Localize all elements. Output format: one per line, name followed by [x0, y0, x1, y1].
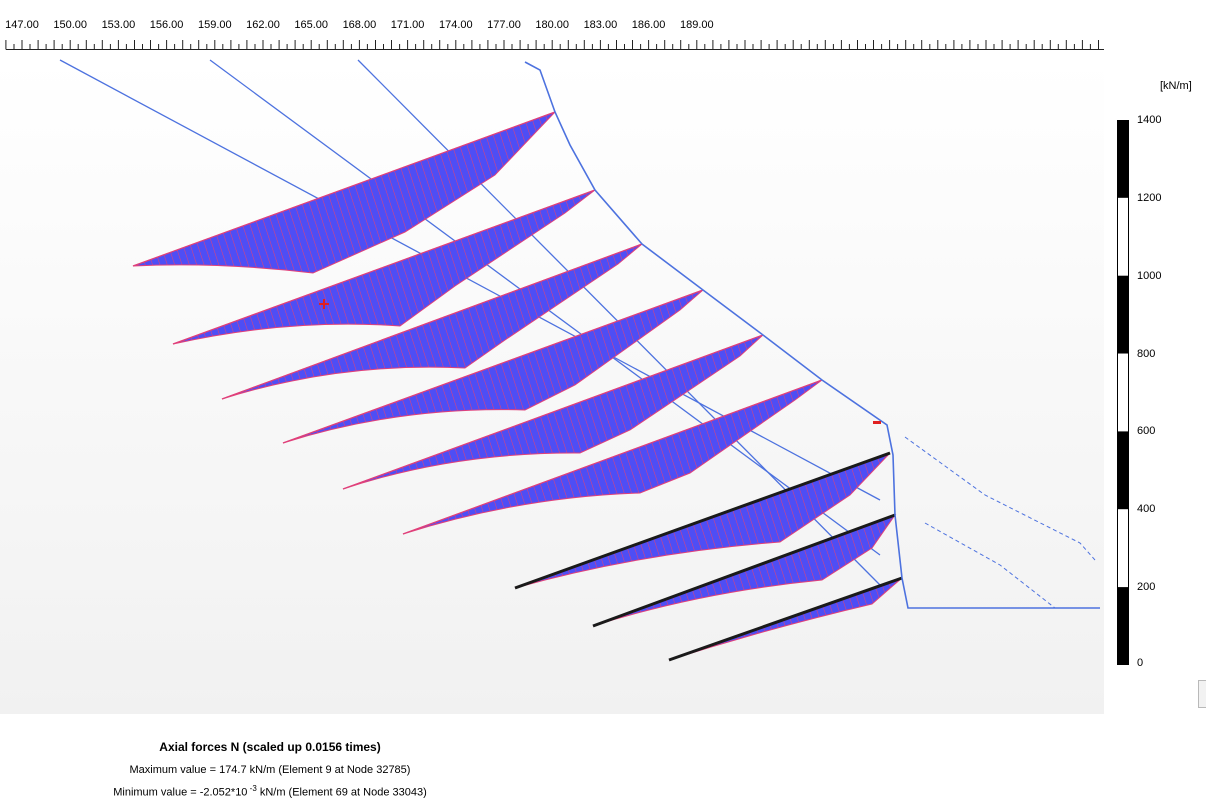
phreatic-line [904, 436, 1096, 561]
legend-label: 800 [1137, 347, 1156, 360]
legend-segment [1117, 431, 1129, 510]
min-prefix: Minimum value = -2.052*10 [113, 786, 248, 799]
ruler-tick-label: 180.00 [535, 19, 570, 31]
ruler-tick-label: 183.00 [583, 19, 618, 31]
ruler-tick-label: 156.00 [149, 19, 184, 31]
legend-color-bar [1117, 120, 1129, 665]
reinforcement-line [592, 513, 896, 628]
ruler-tick-label: 165.00 [294, 19, 329, 31]
legend-segment [1117, 509, 1129, 588]
legend-label: 0 [1137, 657, 1144, 669]
ruler-tick-label: 174.00 [438, 19, 473, 31]
ruler-tick-label: 189.00 [679, 19, 714, 31]
legend-segment [1117, 120, 1129, 198]
legend-label: 200 [1137, 581, 1156, 594]
reference-line [924, 522, 1056, 609]
result-info: Axial forces N (scaled up 0.0156 times) … [0, 714, 1104, 803]
legend-segment [1117, 587, 1129, 665]
reinforcement-line [668, 576, 903, 662]
axial-force-diagram [59, 59, 1100, 662]
ruler-tick-label: 168.00 [342, 19, 377, 31]
reinforcement-line [221, 243, 643, 400]
reinforcement-line [282, 289, 704, 444]
reinforcement-line [514, 451, 891, 590]
ruler-tick-label: 171.00 [390, 19, 425, 31]
panel-scroll-handle[interactable] [1198, 680, 1206, 708]
reinforcement-line [132, 111, 556, 267]
ruler-tick-label: 150.00 [53, 19, 88, 31]
legend-segment [1117, 353, 1129, 432]
model-canvas[interactable] [0, 58, 1104, 714]
min-exponent: -3 [247, 784, 257, 793]
ruler-tick-label: 153.00 [101, 19, 136, 31]
axial-force-area [132, 111, 556, 274]
red-marker [873, 421, 881, 424]
legend-label: 1200 [1137, 191, 1162, 204]
ruler-tick-label: 147.00 [5, 19, 39, 31]
maximum-value-text: Maximum value = 174.7 kN/m (Element 9 at… [129, 764, 411, 776]
min-suffix: kN/m (Element 69 at Node 33043) [256, 786, 427, 799]
legend-label: 1400 [1137, 114, 1162, 126]
legend-label: 400 [1137, 503, 1156, 516]
result-title: Axial forces N (scaled up 0.0156 times) [159, 740, 381, 754]
legend-segment [1117, 275, 1129, 354]
ruler-ticks [5, 40, 1104, 50]
legend-label: 1000 [1137, 269, 1162, 282]
coordinate-ruler: 147.00 150.00 153.00 156.00 159.00 162.00 165.… [0, 0, 1104, 59]
legend-unit: [kN/m] [1160, 80, 1192, 92]
ruler-tick-label: 162.00 [246, 19, 280, 31]
legend-label: 600 [1137, 425, 1156, 438]
legend-segment [1117, 197, 1129, 276]
reinforcement-line [342, 334, 764, 490]
minimum-value-text: Minimum value = -2.052*10 -3 kN/m (Eleme… [0, 784, 540, 799]
slope-outline [524, 61, 1100, 609]
ruler-tick-label: 186.00 [631, 19, 666, 31]
reinforcement-line [172, 189, 596, 345]
reinforcement-line [402, 379, 823, 535]
ruler-tick-label: 177.00 [487, 19, 521, 31]
ruler-tick-label: 159.00 [197, 19, 232, 31]
max-value-marker [319, 299, 329, 309]
slip-line [59, 59, 881, 501]
